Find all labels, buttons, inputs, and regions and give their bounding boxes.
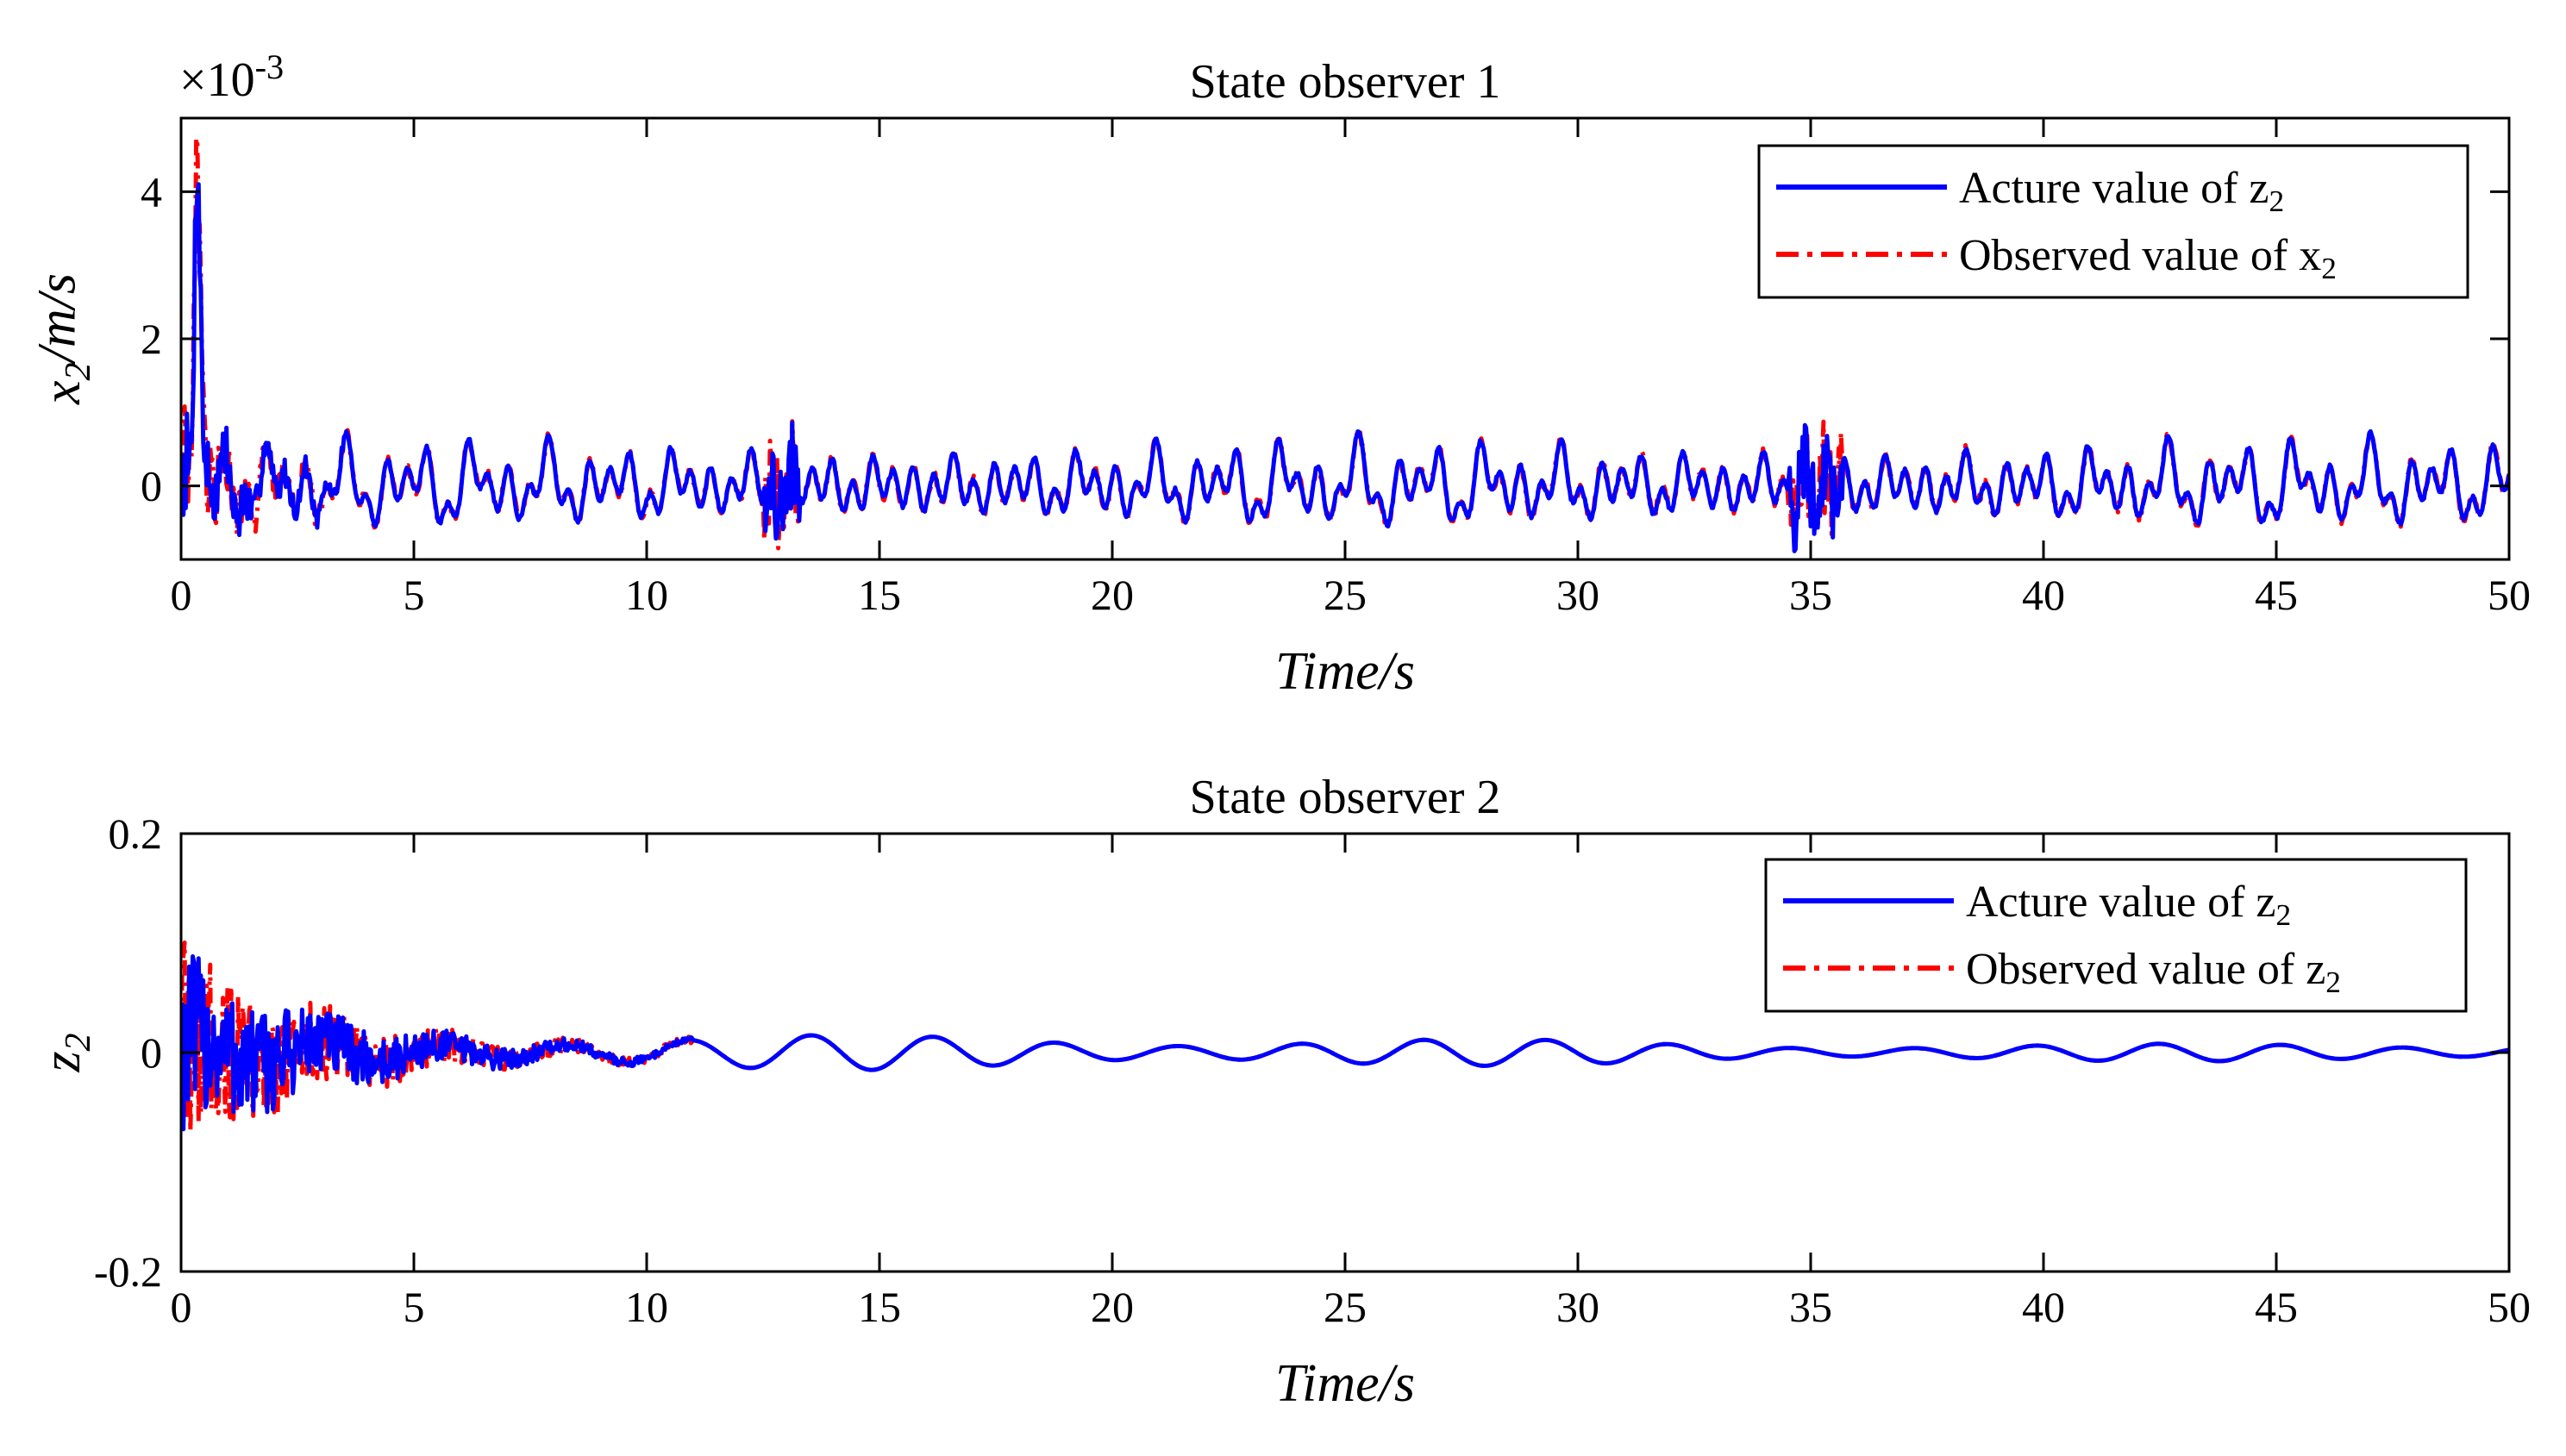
legend: Acture value of z2 Observed value of z2 <box>1764 858 2468 1013</box>
x-tick-label: 45 <box>2255 1283 2298 1331</box>
y-tick-label: 0 <box>141 1028 162 1077</box>
chart-title: State observer 2 <box>1190 771 1501 824</box>
legend-box <box>1757 144 2469 299</box>
x-tick-label: 35 <box>1789 571 1832 619</box>
y-tick-label: 4 <box>141 167 162 216</box>
series-line-actual <box>181 182 2509 553</box>
y-tick-label: 2 <box>141 315 162 363</box>
x-tick-label: 15 <box>858 571 901 619</box>
x-tick-label: 0 <box>171 571 192 619</box>
legend-label: Acture value of z2 <box>1959 164 2284 218</box>
x-tick-label: 40 <box>2022 1283 2065 1331</box>
x-tick-label: 25 <box>1324 1283 1367 1331</box>
x-tick-label: 50 <box>2488 1283 2531 1331</box>
y-axis-label: z2 <box>33 1033 98 1072</box>
x-tick-label: 10 <box>625 571 668 619</box>
legend-label: Observed value of z2 <box>1966 945 2341 999</box>
legend-box <box>1764 858 2468 1013</box>
x-tick-label: 40 <box>2022 571 2065 619</box>
chart-panel-1: 0 5 10 15 20 25 30 35 40 45 50 0 2 4 State observer 1 T… <box>28 47 2531 701</box>
x-tick-label: 30 <box>1556 571 1599 619</box>
y-axis-multiplier: ×10-3 <box>179 47 284 107</box>
x-tick-label: 50 <box>2488 571 2531 619</box>
y-axis-label: x2/m/s <box>28 273 97 405</box>
x-tick-label: 15 <box>858 1283 901 1331</box>
y-tick-label: -0.2 <box>94 1247 162 1296</box>
y-tick-label: 0 <box>141 462 162 510</box>
legend: Acture value of z2 Observed value of x2 <box>1757 144 2469 299</box>
y-tick-label: 0.2 <box>109 809 163 858</box>
x-tick-label: 10 <box>625 1283 668 1331</box>
x-tick-label: 45 <box>2255 571 2298 619</box>
x-tick-label: 20 <box>1091 1283 1134 1331</box>
x-axis-label: Time/s <box>1275 1354 1415 1413</box>
legend-label: Acture value of z2 <box>1966 878 2291 932</box>
x-tick-label: 5 <box>404 1283 425 1331</box>
x-tick-label: 0 <box>171 1283 192 1331</box>
x-tick-label: 5 <box>404 571 425 619</box>
chart-title: State observer 1 <box>1190 55 1501 109</box>
x-tick-label: 30 <box>1556 1283 1599 1331</box>
x-tick-label: 25 <box>1324 571 1367 619</box>
x-axis-label: Time/s <box>1275 642 1415 701</box>
legend-label: Observed value of x2 <box>1959 231 2337 285</box>
series-line-actual <box>181 954 2509 1132</box>
x-tick-label: 35 <box>1789 1283 1832 1331</box>
x-tick-label: 20 <box>1091 571 1134 619</box>
